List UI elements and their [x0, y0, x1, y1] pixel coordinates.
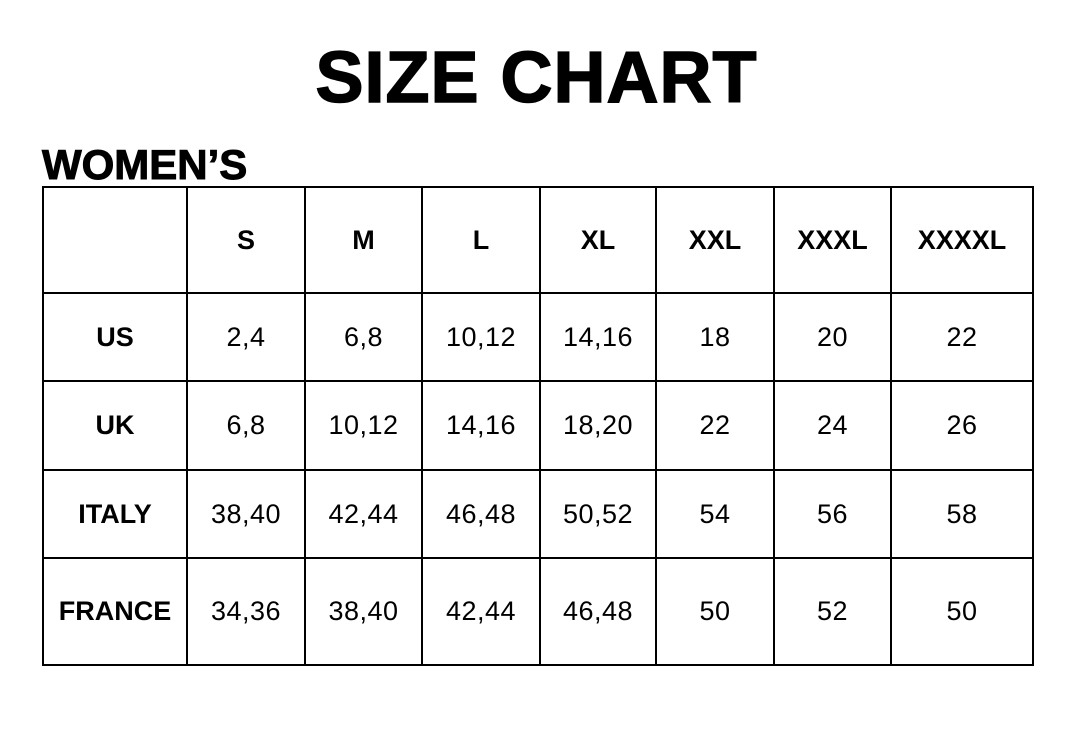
table-cell: 54 [655, 469, 775, 559]
table-row: UK 6,8 10,12 14,16 18,20 22 24 26 [42, 380, 1034, 471]
table-cell: 6,8 [304, 292, 423, 382]
table-cell: 22 [655, 380, 775, 471]
row-label: FRANCE [42, 557, 188, 666]
table-cell: 10,12 [304, 380, 423, 471]
row-label: ITALY [42, 469, 188, 559]
column-header: L [421, 186, 541, 294]
table-cell: 2,4 [186, 292, 306, 382]
size-table: S M L XL XXL XXXL XXXXL US 2,4 6,8 10,12… [42, 186, 1034, 666]
table-cell: 38,40 [304, 557, 423, 666]
column-header: XXL [655, 186, 775, 294]
table-row: FRANCE 34,36 38,40 42,44 46,48 50 52 50 [42, 557, 1034, 666]
section-heading-womens: WOMEN’S [41, 141, 248, 189]
page-title: SIZE CHART [315, 37, 758, 119]
table-cell: 52 [773, 557, 892, 666]
column-header: M [304, 186, 423, 294]
column-header: S [186, 186, 306, 294]
table-cell: 14,16 [421, 380, 541, 471]
table-cell: 18,20 [539, 380, 657, 471]
table-cell: 18 [655, 292, 775, 382]
table-cell: 34,36 [186, 557, 306, 666]
column-header: XXXL [773, 186, 892, 294]
table-cell: 24 [773, 380, 892, 471]
row-label: US [42, 292, 188, 382]
table-cell: 20 [773, 292, 892, 382]
table-cell: 6,8 [186, 380, 306, 471]
table-cell: 26 [890, 380, 1034, 471]
table-cell: 58 [890, 469, 1034, 559]
column-header: XL [539, 186, 657, 294]
table-cell: 46,48 [421, 469, 541, 559]
table-cell: 56 [773, 469, 892, 559]
table-cell: 38,40 [186, 469, 306, 559]
table-cell: 42,44 [304, 469, 423, 559]
table-cell: 50 [655, 557, 775, 666]
table-cell: 42,44 [421, 557, 541, 666]
row-label: UK [42, 380, 188, 471]
table-header-row: S M L XL XXL XXXL XXXXL [42, 186, 1034, 294]
table-row: ITALY 38,40 42,44 46,48 50,52 54 56 58 [42, 469, 1034, 559]
table-cell: 46,48 [539, 557, 657, 666]
corner-cell [42, 186, 188, 294]
table-cell: 50,52 [539, 469, 657, 559]
table-cell: 10,12 [421, 292, 541, 382]
table-row: US 2,4 6,8 10,12 14,16 18 20 22 [42, 292, 1034, 382]
table-cell: 14,16 [539, 292, 657, 382]
table-cell: 22 [890, 292, 1034, 382]
table-cell: 50 [890, 557, 1034, 666]
column-header: XXXXL [890, 186, 1034, 294]
